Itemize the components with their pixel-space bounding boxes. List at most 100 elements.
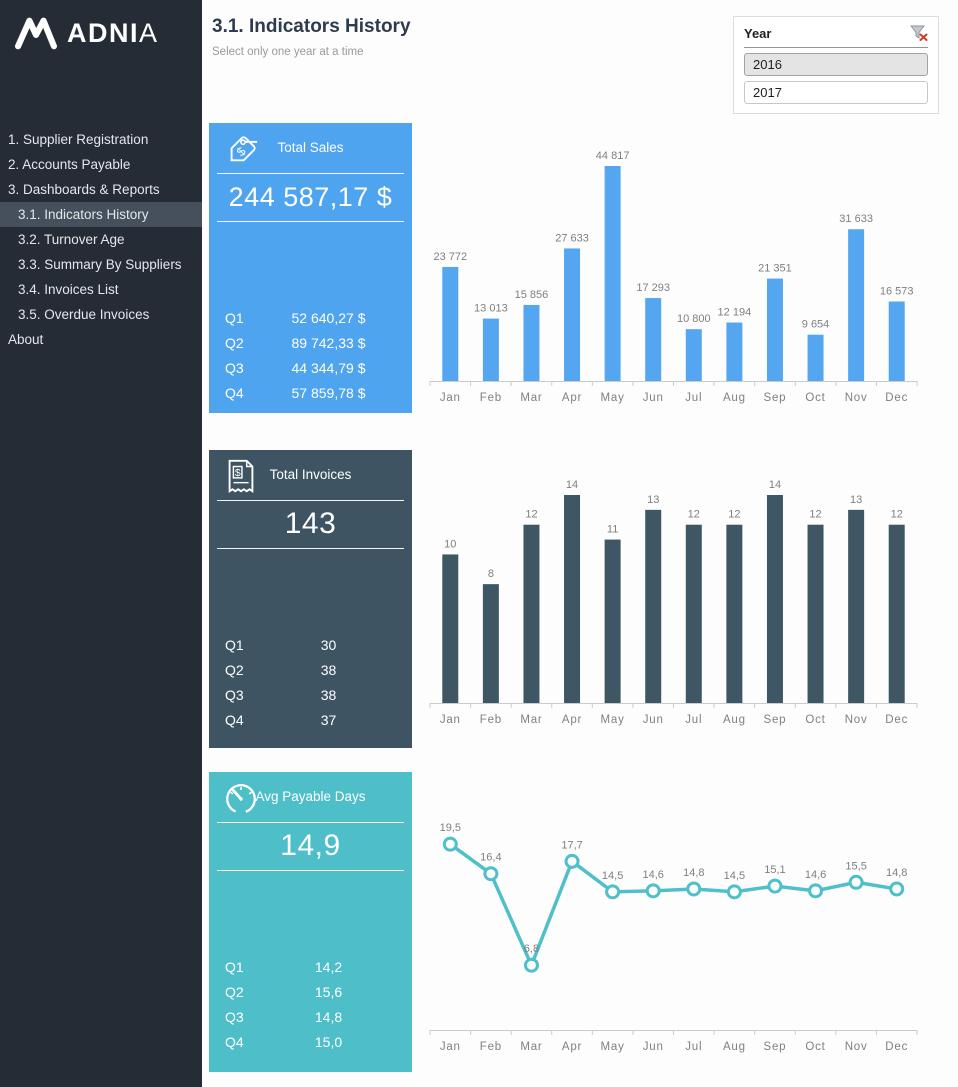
card-separator [217,870,404,871]
bar-Jan [442,266,459,381]
data-label: 12 [891,509,903,521]
month-label: Nov [845,392,868,404]
data-label: 13 013 [474,303,508,315]
month-label: Jun [643,392,664,404]
kpi-card-total-sales: $ Total Sales 244 587,17 $ Q1 52 640,27 $… [209,123,412,413]
bar-Nov [848,229,865,381]
quarter-label: Q1 [225,636,244,653]
month-label: Oct [805,1041,825,1053]
sidebar-item-3-4-invoices-list[interactable]: 3.4. Invoices List [18,282,119,297]
sidebar-item-3-3-summary-by-suppliers[interactable]: 3.3. Summary By Suppliers [18,257,182,272]
slicer-option-2016[interactable]: 2016 [744,53,928,76]
month-label: Sep [764,1041,787,1053]
data-point-Jun [645,883,661,899]
svg-text:$: $ [235,468,241,479]
month-label: Oct [805,392,825,404]
data-label: 16,4 [480,852,501,864]
quarter-label: Q3 [225,1008,244,1025]
sidebar-item-about[interactable]: About [8,332,44,347]
data-label: 21 351 [758,263,792,275]
data-label: 11 [607,524,618,536]
data-point-Feb [483,866,499,882]
invoices-chart: Jan Feb Mar Apr May Jun Jul Aug Sep Oct Nov Dec 10 8 1… [420,450,950,748]
sidebar-item-3-5-overdue-invoices[interactable]: 3.5. Overdue Invoices [18,307,150,322]
bar-Apr [564,248,581,381]
monthly-invoices-bar-chart: Jan Feb Mar Apr May Jun Jul Aug Sep Oct Nov Dec 10 8 1… [429,479,918,726]
invoice-icon: $ [228,459,254,493]
quarter-label: Q2 [225,661,244,678]
data-point-Oct [808,883,824,899]
card-separator [217,173,404,174]
data-label: 14 [769,479,781,491]
data-label: 8 [488,568,494,580]
data-point-May [605,884,621,900]
month-label: Jan [440,1041,461,1053]
bar-Oct [807,524,824,703]
sidebar-item-3-dashboards-reports[interactable]: 3. Dashboards & Reports [8,182,160,197]
bar-Nov [848,509,865,703]
month-label: May [601,392,625,404]
month-label: Jul [685,392,702,404]
bar-May [604,166,621,381]
quarter-row: Q4 57 859,78 $ [209,380,412,405]
sidebar-item-3-2-turnover-age[interactable]: 3.2. Turnover Age [18,232,125,247]
card-header: $ Total Sales [209,123,412,173]
data-label: 9 654 [802,319,830,331]
month-label: Jun [643,714,664,726]
quarter-row: Q4 37 [209,707,412,732]
quarter-label: Q4 [225,384,244,401]
month-label: Mar [520,1041,542,1053]
month-label: Nov [845,714,868,726]
month-label: Sep [764,714,787,726]
quarter-label: Q1 [225,958,244,975]
slicer-option-2017[interactable]: 2017 [744,81,928,104]
payable-days-chart: Jan Feb Mar Apr May Jun Jul Aug Sep Oct Nov Dec 19,5… [420,772,950,1062]
line-series [448,842,899,967]
quarter-row: Q1 30 [209,632,412,657]
data-label: 14,8 [683,867,704,879]
card-title: Total Invoices [269,467,352,482]
logo-text: ADNIA [67,18,159,49]
sidebar-item-3-1-indicators-history[interactable]: 3.1. Indicators History [0,202,202,227]
sidebar-menu: 1. Supplier Registration 2. Accounts Paya… [0,127,202,352]
quarter-row: Q4 15,0 [209,1029,412,1054]
data-label: 14 [566,479,578,491]
data-label: 10 [444,538,456,550]
sidebar-item-2-accounts-payable[interactable]: 2. Accounts Payable [8,157,131,172]
kpi-card-avg-payable-days: Avg Payable Days 14,9 Q1 14,2 Q2 15,6 Q3 14,8… [209,772,412,1072]
card-separator [217,221,404,222]
data-label: 16 573 [880,285,914,297]
data-point-Dec [889,881,905,897]
month-label: Jul [685,1041,702,1053]
bar-Feb [482,318,499,381]
logo-mark-icon [14,17,58,50]
month-label: Apr [562,1041,582,1053]
sidebar-item-1-supplier-registration[interactable]: 1. Supplier Registration [8,132,149,147]
data-label: 12 [728,509,740,521]
data-point-Mar [523,957,539,973]
data-label: 44 817 [596,150,630,162]
bar-Sep [766,495,783,703]
logo-text-light: A [139,17,159,48]
data-label: 14,6 [805,869,826,881]
quarter-label: Q3 [225,686,244,703]
data-label: 14,5 [724,870,745,882]
data-point-Nov [848,874,864,890]
quarter-value: 15,0 [314,1033,343,1050]
data-label: 31 633 [839,213,873,225]
quarter-value: 52 640,27 $ [291,309,366,326]
month-label: Apr [562,714,582,726]
data-label: 15,1 [764,864,785,876]
quarter-label: Q1 [225,309,244,326]
gauge-icon [226,784,256,814]
bar-Aug [726,322,743,381]
price-tag-icon: $ [230,136,258,162]
bar-Dec [888,301,905,381]
kpi-card-total-invoices: $ Total Invoices 143 Q1 30 Q2 38 Q3 38 Q4 37 [209,450,412,748]
card-separator [217,822,404,823]
quarter-rows: Q1 14,2 Q2 15,6 Q3 14,8 Q4 15,0 [209,954,412,1054]
page-title: 3.1. Indicators History [212,16,411,37]
card-header: Avg Payable Days [209,772,412,822]
clear-filter-icon[interactable] [910,25,928,41]
bar-May [604,539,621,703]
